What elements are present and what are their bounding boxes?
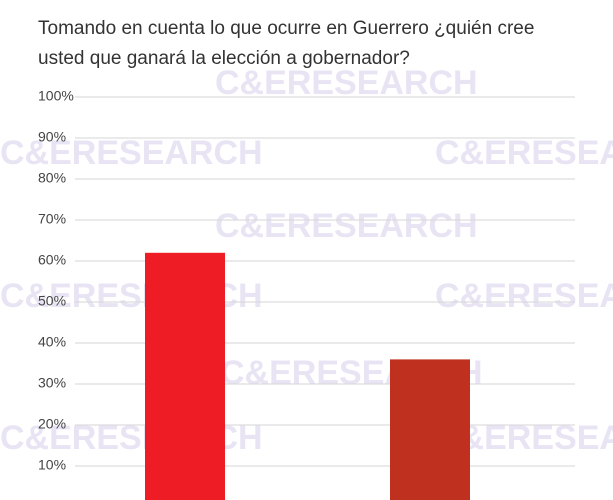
- watermark: C&ERESEARCH: [215, 207, 478, 245]
- watermark: C&ERESEARCH: [0, 134, 263, 172]
- y-tick-label: 20%: [38, 416, 66, 432]
- chart-title: usted que ganará la elección a gobernado…: [38, 48, 410, 69]
- y-tick-label: 90%: [38, 129, 66, 145]
- y-tick-label: 70%: [38, 211, 66, 227]
- watermark: C&ERESEARCH: [435, 134, 613, 172]
- y-tick-label: 60%: [38, 252, 66, 268]
- bar: [390, 359, 470, 500]
- y-tick-label: 10%: [38, 457, 66, 473]
- y-tick-label: 80%: [38, 170, 66, 186]
- watermark: C&ERESEARCH: [435, 277, 613, 315]
- y-tick-label: 40%: [38, 334, 66, 350]
- chart-title: Tomando en cuenta lo que ocurre en Guerr…: [38, 18, 534, 39]
- y-tick-label: 100%: [38, 88, 74, 104]
- y-tick-label: 50%: [38, 293, 66, 309]
- y-tick-label: 30%: [38, 375, 66, 391]
- bar: [145, 252, 225, 500]
- watermark: C&ERESEARCH: [215, 64, 478, 102]
